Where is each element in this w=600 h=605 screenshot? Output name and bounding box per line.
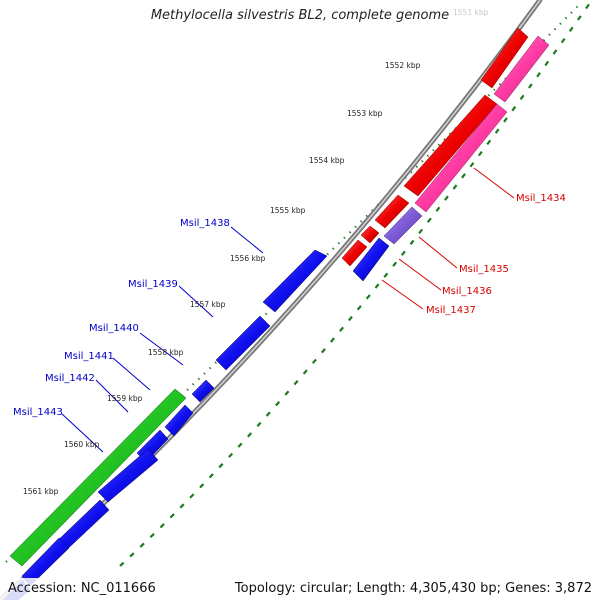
gene-label-msil-1441[interactable]: Msil_1441 <box>64 351 114 362</box>
gene-msil-1437[interactable] <box>352 237 390 282</box>
gene-msil-1435[interactable] <box>374 194 410 229</box>
right-leader-lines <box>381 167 515 310</box>
accession-text: Accession: NC_011666 <box>8 581 156 596</box>
rna-msil-1443-green[interactable] <box>9 388 187 567</box>
gene-label-msil-1440[interactable]: Msil_1440 <box>89 323 139 334</box>
gene-msil-1443[interactable] <box>97 448 159 503</box>
tick-label-1561: 1561 kbp <box>23 487 59 496</box>
gene-label-msil-1442[interactable]: Msil_1442 <box>45 373 95 384</box>
tick-labels: 1552 kbp 1553 kbp 1554 kbp 1555 kbp 1556… <box>23 61 421 496</box>
footer-background <box>0 578 600 600</box>
tick-label-1559: 1559 kbp <box>107 394 143 403</box>
gene-label-msil-1437[interactable]: Msil_1437 <box>426 305 476 316</box>
rna-msil-1434-part1[interactable] <box>493 35 550 103</box>
tick-label-1556: 1556 kbp <box>230 254 266 263</box>
tick-label-1553: 1553 kbp <box>347 109 383 118</box>
gene-msil-1436b[interactable] <box>341 239 368 267</box>
gene-label-msil-1436[interactable]: Msil_1436 <box>442 286 492 297</box>
tick-dot-group <box>119 0 593 567</box>
left-gene-labels: Msil_1438 Msil_1439 Msil_1440 Msil_1441 … <box>13 218 230 418</box>
faded-tick-label: 1551 kbp <box>453 8 489 17</box>
tick-label-1557: 1557 kbp <box>190 300 226 309</box>
tick-label-1552: 1552 kbp <box>385 61 421 70</box>
scale-track-inner <box>119 0 593 567</box>
tick-label-1555: 1555 kbp <box>270 206 306 215</box>
tick-label-1554: 1554 kbp <box>309 156 345 165</box>
gene-label-msil-1443[interactable]: Msil_1443 <box>13 407 63 418</box>
gene-msil-1439[interactable] <box>215 315 271 371</box>
footer-bar: Accession: NC_011666 Topology: circular;… <box>0 578 600 600</box>
tick-label-1558: 1558 kbp <box>148 348 184 357</box>
gene-label-msil-1438[interactable]: Msil_1438 <box>180 218 230 229</box>
gene-msil-1438[interactable] <box>262 249 328 313</box>
left-leader-lines <box>61 226 264 453</box>
genome-title: Methylocella silvestris BL2, complete ge… <box>150 8 450 23</box>
gene-msil-1436[interactable] <box>360 225 380 244</box>
gene-label-msil-1434[interactable]: Msil_1434 <box>516 193 566 204</box>
gene-label-msil-1435[interactable]: Msil_1435 <box>459 264 509 275</box>
gene-msil-1434-part2[interactable] <box>403 94 498 197</box>
genome-summary-text: Topology: circular; Length: 4,305,430 bp… <box>234 581 592 596</box>
misc-msil-1435[interactable] <box>383 206 423 245</box>
gene-label-msil-1439[interactable]: Msil_1439 <box>128 279 178 290</box>
gene-msil-1440[interactable] <box>191 379 215 403</box>
minus-strand-features <box>3 249 328 601</box>
tick-label-1560: 1560 kbp <box>64 440 100 449</box>
gene-msil-1441[interactable] <box>164 404 194 437</box>
rna-msil-1434-part2[interactable] <box>414 103 508 213</box>
gene-msil-1434-part1[interactable] <box>480 27 529 89</box>
right-gene-labels: Msil_1434 Msil_1435 Msil_1436 Msil_1437 <box>426 193 566 316</box>
plus-strand-features <box>341 27 550 282</box>
